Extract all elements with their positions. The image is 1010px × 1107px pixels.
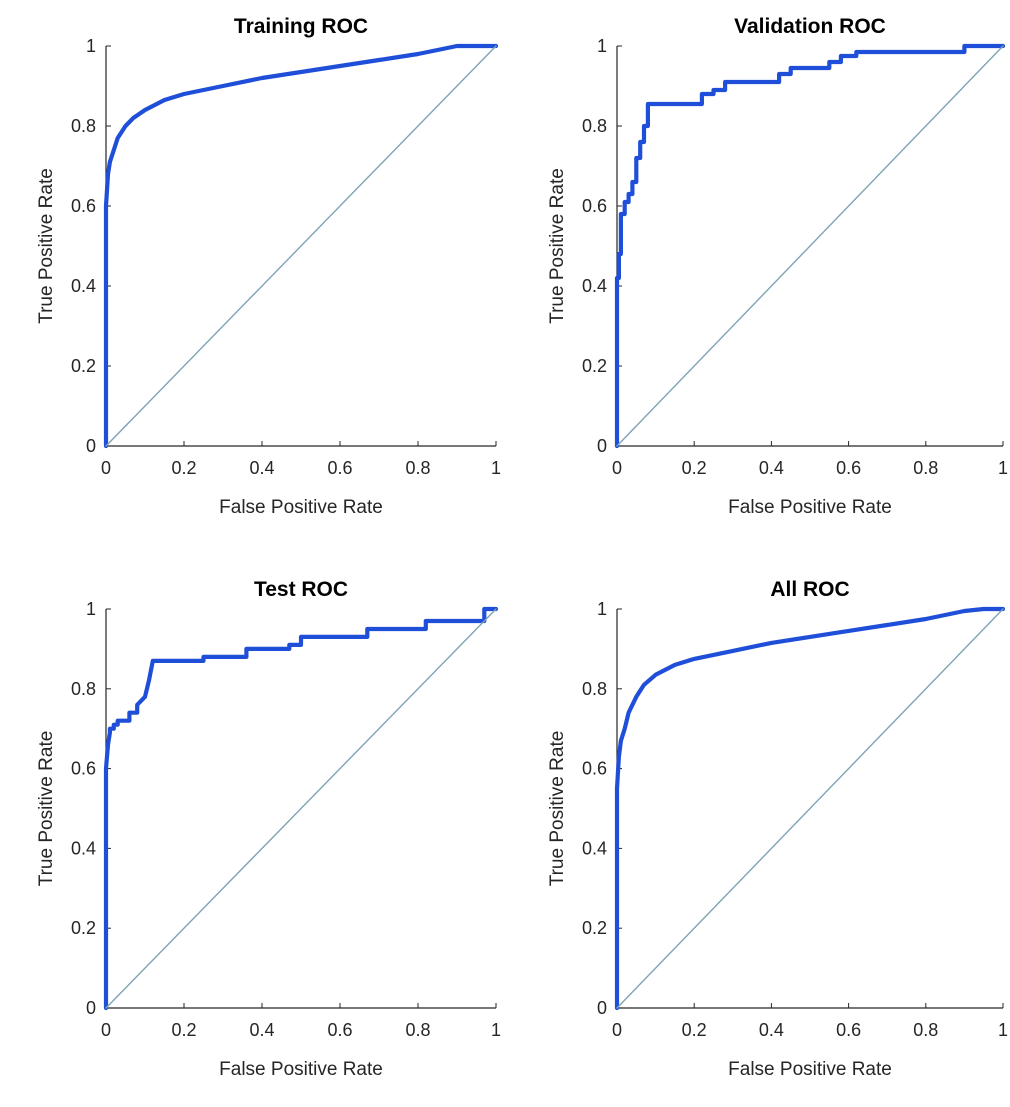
x-tick-label: 0.6 [836,458,861,478]
y-tick-label: 1 [86,599,96,619]
y-tick-label: 0.8 [71,679,96,699]
x-tick-label: 0.4 [759,1020,784,1040]
x-tick-label: 0.6 [327,458,352,478]
y-tick-label: 1 [86,36,96,56]
x-tick-label: 0 [101,1020,111,1040]
y-tick-label: 0.2 [71,918,96,938]
x-tick-label: 0 [101,458,111,478]
x-tick-label: 0 [612,458,622,478]
roc-curve-line [103,43,499,449]
y-tick-label: 0.4 [582,276,607,296]
y-tick-label: 0 [86,436,96,456]
y-tick-label: 0.8 [582,116,607,136]
x-tick-label: 1 [491,1020,501,1040]
roc-panel-3: 0 0.2 0.4 0.6 0.8 1 0 0.2 0.4 0.6 0.8 1 Test ROC Fals… [36,578,501,1080]
x-tick-label: 0.6 [836,1020,861,1040]
y-tick-label: 0.6 [71,196,96,216]
roc-panel-1: 0 0.2 0.4 0.6 0.8 1 0 0.2 0.4 0.6 0.8 1 Training ROC… [36,15,501,518]
y-axis-label: True Positive Rate [36,168,57,324]
reference-diagonal-line [105,45,497,447]
y-tick-label: 0 [597,998,607,1018]
x-tick-label: 0.2 [171,458,196,478]
x-tick-label: 1 [998,458,1008,478]
x-tick-label: 0.4 [249,458,274,478]
x-tick-label: 0.8 [405,458,430,478]
y-tick-label: 0 [86,998,96,1018]
y-tick-label: 0.2 [71,356,96,376]
x-tick-label: 0.8 [913,1020,938,1040]
y-axis-label: True Positive Rate [547,731,568,887]
roc-curve-line [614,43,1006,449]
y-tick-label: 0.6 [71,759,96,779]
x-axis-label: False Positive Rate [728,1059,892,1080]
y-tick-label: 0.6 [582,196,607,216]
reference-diagonal-line [616,608,1004,1009]
y-tick-label: 0.8 [71,116,96,136]
y-tick-label: 1 [597,599,607,619]
x-tick-label: 1 [491,458,501,478]
roc-panel-4: 0 0.2 0.4 0.6 0.8 1 0 0.2 0.4 0.6 0.8 1 All ROC False… [547,578,1008,1080]
x-tick-label: 1 [998,1020,1008,1040]
roc-curve-line [614,606,1006,1011]
y-tick-label: 0.4 [582,838,607,858]
x-tick-label: 0.4 [759,458,784,478]
roc-curve-line [103,606,499,1011]
y-tick-label: 0.8 [582,679,607,699]
y-tick-label: 0.6 [582,759,607,779]
x-tick-label: 0 [612,1020,622,1040]
y-tick-label: 1 [597,36,607,56]
chart-title: Validation ROC [734,15,886,38]
x-tick-label: 0.4 [249,1020,274,1040]
x-axis-label: False Positive Rate [728,497,892,518]
x-tick-label: 0.2 [682,1020,707,1040]
chart-title: Test ROC [254,578,348,601]
chart-title: All ROC [770,578,849,601]
reference-diagonal-line [105,608,497,1009]
x-tick-label: 0.2 [682,458,707,478]
y-tick-label: 0.4 [71,838,96,858]
y-tick-label: 0.2 [582,356,607,376]
y-axis-label: True Positive Rate [547,168,568,324]
roc-panel-2: 0 0.2 0.4 0.6 0.8 1 0 0.2 0.4 0.6 0.8 1 Validation R… [547,15,1008,518]
reference-diagonal-line [616,45,1004,447]
y-tick-label: 0.4 [71,276,96,296]
y-axis-label: True Positive Rate [36,731,57,887]
x-tick-label: 0.8 [405,1020,430,1040]
x-axis-label: False Positive Rate [219,497,383,518]
y-tick-label: 0 [597,436,607,456]
x-axis-label: False Positive Rate [219,1059,383,1080]
chart-title: Training ROC [234,15,368,38]
x-tick-label: 0.6 [327,1020,352,1040]
y-tick-label: 0.2 [582,918,607,938]
x-tick-label: 0.8 [913,458,938,478]
x-tick-label: 0.2 [171,1020,196,1040]
